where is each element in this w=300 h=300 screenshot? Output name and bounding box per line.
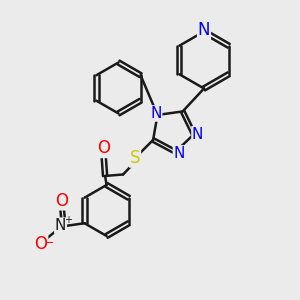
Text: S: S [130,149,140,167]
Text: N: N [198,21,210,39]
Text: N: N [192,127,203,142]
Text: +: + [64,214,72,225]
Text: N: N [150,106,162,121]
Text: N: N [173,146,185,161]
Text: O: O [34,235,47,253]
Text: −: − [45,238,54,248]
Text: N: N [55,218,66,233]
Text: O: O [56,192,68,210]
Text: O: O [97,140,110,158]
